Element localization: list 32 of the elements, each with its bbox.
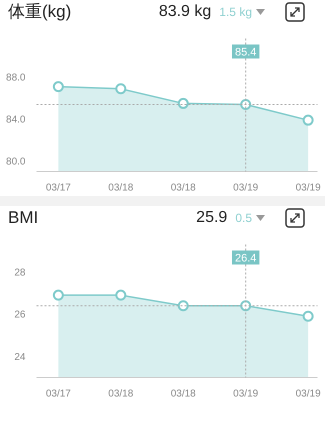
ref-line-label: 26.4: [234, 252, 256, 264]
point: [178, 300, 189, 312]
point: [115, 83, 126, 94]
y-tick-label: 24: [14, 352, 26, 363]
x-tick-label: 03/19: [233, 182, 259, 194]
y-tick-label: 80.0: [6, 156, 26, 168]
text: 25.9: [196, 208, 228, 228]
x-tick-label: 03/17: [46, 388, 72, 400]
y-tick-label: 88.0: [6, 72, 26, 84]
x-tick-label: 03/19: [296, 388, 322, 400]
point: [302, 310, 314, 322]
point: [52, 290, 64, 301]
point: [302, 114, 314, 126]
x-tick-label: 03/18: [170, 388, 196, 400]
point: [52, 81, 64, 92]
x-tick-label: 03/19: [233, 388, 259, 400]
chart-title: 体重(kg): [7, 1, 72, 23]
x-tick-label: 03/17: [46, 182, 72, 194]
point: [178, 98, 189, 109]
x-tick-label: 03/18: [108, 182, 134, 194]
text: 83.9 kg: [158, 2, 212, 22]
text: 1.5 kg: [219, 4, 252, 21]
point: [115, 290, 126, 301]
text: 0.5: [235, 210, 252, 227]
y-tick-label: 28: [14, 267, 26, 278]
chart-title: BMI: [7, 207, 40, 229]
y-tick-label: 84.0: [6, 114, 26, 126]
x-tick-label: 03/18: [170, 182, 196, 194]
ref-line-label: 85.4: [234, 46, 256, 58]
y-tick-label: 26: [14, 310, 26, 321]
x-tick-label: 03/18: [108, 388, 134, 400]
x-tick-label: 03/19: [296, 182, 322, 194]
